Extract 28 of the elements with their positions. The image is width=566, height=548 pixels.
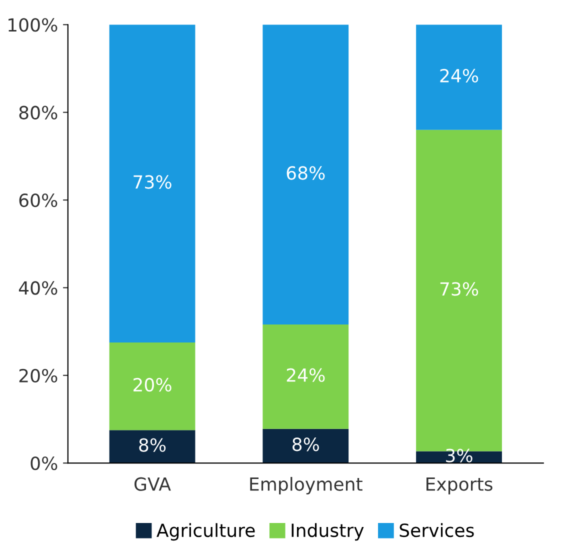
y-tick-label: 40% [18, 281, 58, 295]
bar [262, 324, 349, 429]
data-label: 20% [134, 378, 172, 392]
bar [109, 430, 196, 464]
bar [262, 24, 349, 325]
legend-label: Industry [292, 523, 364, 541]
x-tick-label: Exports [426, 478, 492, 494]
data-label: 8% [292, 438, 319, 452]
data-label: 3% [446, 448, 472, 462]
data-label: 24% [286, 368, 325, 382]
y-tick-label: 60% [19, 193, 58, 208]
legend-label: Agriculture [156, 523, 255, 541]
bar [416, 24, 502, 130]
y-tick-label: 20% [19, 368, 58, 382]
bar [262, 428, 349, 464]
data-label: 8% [139, 438, 166, 452]
bar [109, 24, 196, 342]
x-tick-label: GVA [134, 477, 171, 491]
y-tick-label: 0% [30, 456, 58, 470]
legend-label: Services [400, 523, 474, 538]
y-tick-label: 100% [8, 18, 58, 32]
data-label: 73% [134, 175, 172, 189]
bar [109, 342, 196, 430]
x-tick-label: Employment [250, 476, 362, 494]
data-label: 68% [286, 166, 325, 180]
y-tick-label: 80% [19, 106, 58, 120]
data-label: 73% [440, 282, 478, 296]
data-label: 24% [440, 68, 478, 83]
